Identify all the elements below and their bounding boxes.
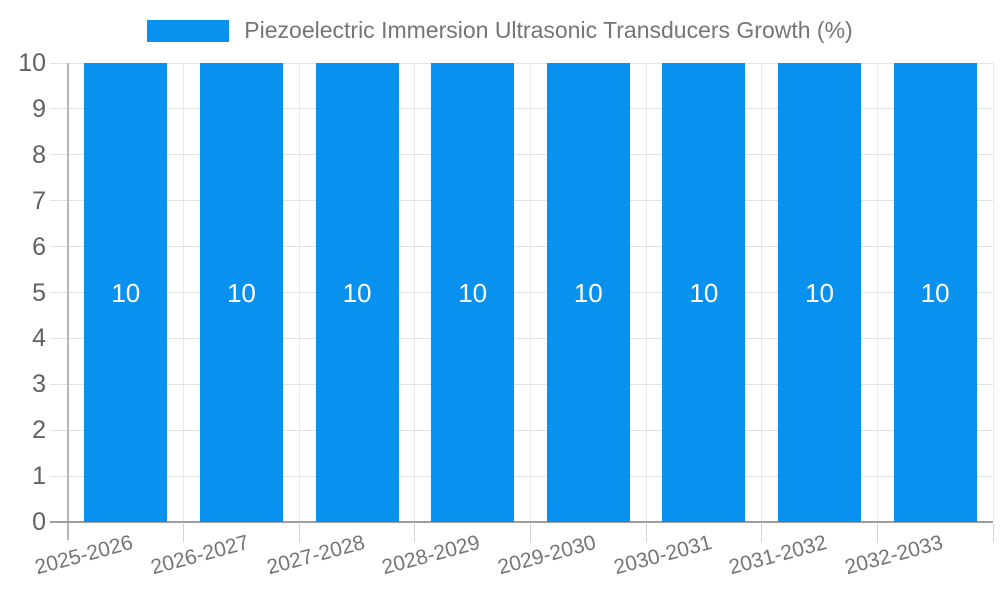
bar-value-label: 10 — [920, 277, 950, 308]
x-axis-tick — [761, 524, 763, 542]
x-axis-tick-label: 2027-2028 — [264, 531, 368, 580]
gridline-h — [50, 383, 993, 385]
x-axis-tick — [183, 524, 185, 542]
y-axis-tick-label: 4 — [32, 324, 46, 353]
gridline-v — [530, 63, 531, 522]
y-axis-tick-label: 6 — [32, 232, 46, 261]
x-axis-tick — [992, 524, 994, 542]
y-axis-tick-label: 2 — [32, 416, 46, 445]
x-axis-tick-label: 2032-2033 — [842, 531, 946, 580]
gridline-h — [50, 475, 993, 477]
bar-2031-2032[interactable] — [778, 63, 862, 522]
x-axis-tick — [645, 524, 647, 542]
gridline-h — [50, 154, 993, 156]
x-axis-tick-label: 2028-2029 — [379, 531, 483, 580]
gridline-h — [50, 108, 993, 110]
x-axis-tick-label: 2030-2031 — [610, 531, 714, 580]
y-axis-tick-label: 8 — [32, 140, 46, 169]
y-axis-line — [67, 63, 69, 540]
y-axis-tick-label: 10 — [18, 49, 46, 77]
gridline-h — [50, 292, 993, 293]
legend-swatch — [147, 19, 230, 42]
legend-label: Piezoelectric Immersion Ultrasonic Trans… — [244, 17, 853, 43]
x-axis-tick-label: 2025-2026 — [32, 531, 136, 580]
legend[interactable]: Piezoelectric Immersion Ultrasonic Trans… — [0, 17, 1000, 44]
gridline-h — [50, 429, 993, 431]
x-axis-tick — [414, 524, 416, 542]
gridline-v — [645, 63, 647, 522]
gridline-v — [761, 63, 763, 522]
x-axis-tick-label: 2031-2032 — [726, 531, 830, 580]
bar-2032-2033[interactable] — [893, 63, 977, 522]
y-axis-tick-label: 7 — [32, 186, 46, 215]
gridline-v — [414, 63, 416, 522]
gridline-v — [876, 63, 878, 522]
y-axis-tick-label: 5 — [32, 278, 46, 307]
bar-value-label: 10 — [573, 277, 603, 308]
gridline-v — [992, 63, 994, 522]
x-axis-tick — [298, 524, 300, 542]
gridline-h — [50, 62, 993, 64]
bar-2030-2031[interactable] — [662, 63, 746, 522]
bar-value-label: 10 — [342, 277, 372, 308]
bar-value-label: 10 — [226, 277, 256, 308]
bar-value-label: 10 — [805, 277, 835, 308]
bar-value-label: 10 — [458, 277, 488, 308]
bar-2025-2026[interactable] — [84, 63, 168, 522]
y-axis-tick-label: 9 — [32, 94, 46, 123]
y-axis-tick-label: 1 — [32, 462, 46, 491]
gridline-v — [183, 63, 185, 522]
bar-value-label: 10 — [689, 277, 719, 308]
gridline-h — [50, 337, 993, 339]
gridline-h — [50, 200, 993, 202]
y-axis-tick-label: 0 — [32, 508, 46, 536]
x-axis-tick — [876, 524, 878, 542]
gridline-v — [298, 63, 300, 522]
x-axis-tick — [530, 524, 531, 542]
x-axis-tick-label: 2029-2030 — [495, 531, 599, 580]
bar-value-label: 10 — [111, 277, 141, 308]
bar-2026-2027[interactable] — [199, 63, 283, 522]
bar-2028-2029[interactable] — [431, 63, 515, 522]
gridline-h — [50, 246, 993, 248]
bar-2029-2030[interactable] — [546, 63, 630, 522]
y-axis-tick-label: 3 — [32, 370, 46, 399]
x-axis-line — [50, 521, 993, 523]
x-axis-tick-label: 2026-2027 — [148, 531, 252, 580]
bar-2027-2028[interactable] — [315, 63, 399, 522]
